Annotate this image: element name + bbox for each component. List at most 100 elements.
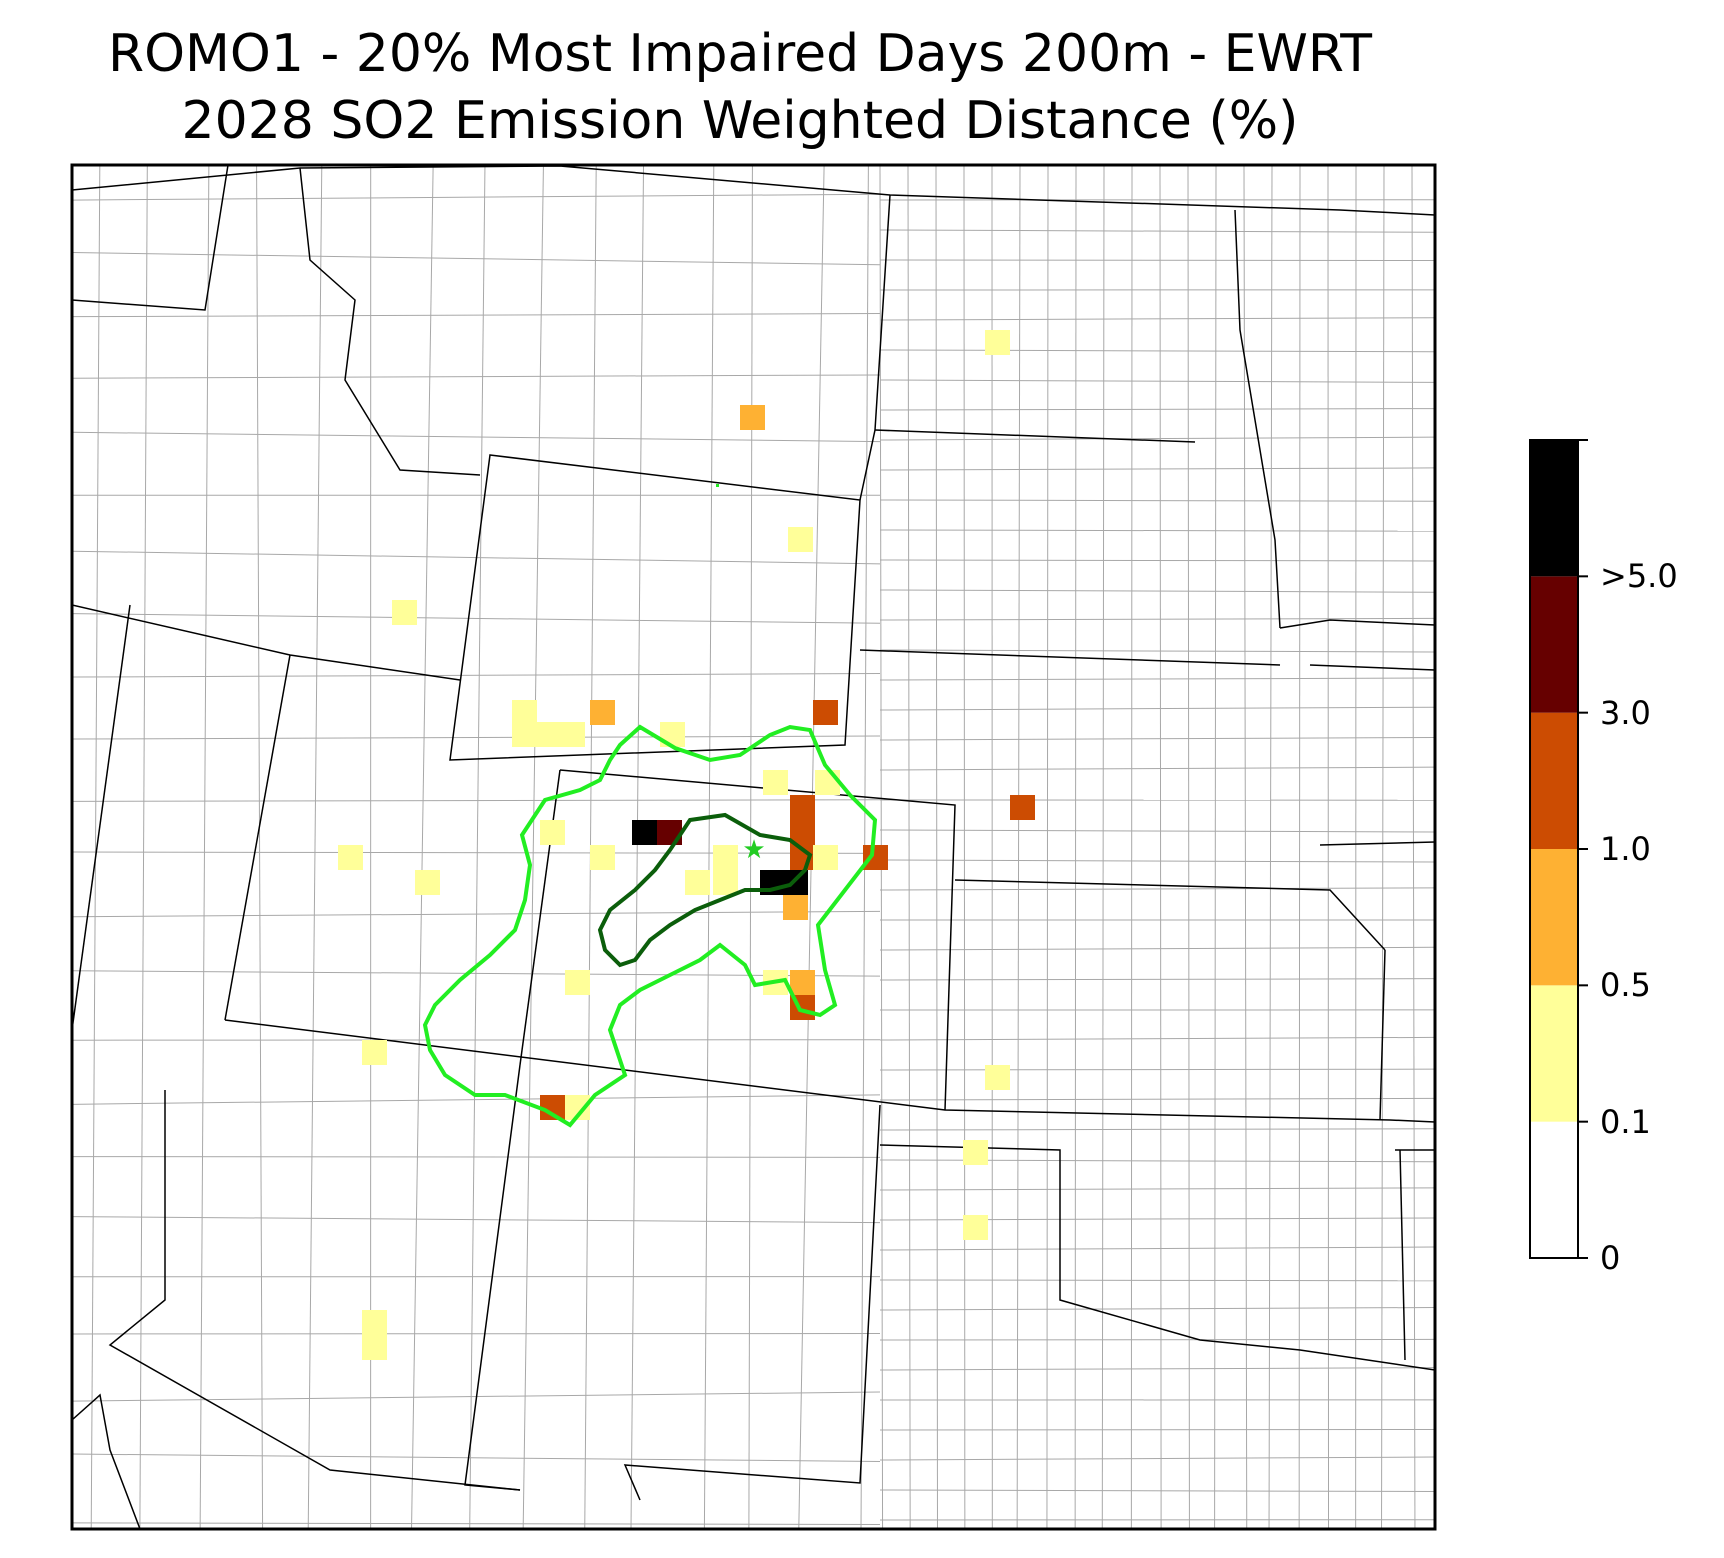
map-title-line-1: ROMO1 - 20% Most Impaired Days 200m - EW… [107,24,1373,84]
county-line [1411,165,1416,1529]
county-line [1130,165,1133,1529]
county-line [72,851,881,854]
emission-cell [512,700,537,725]
county-line [469,165,486,1529]
county-line [703,165,715,1529]
county-boundaries [72,165,1435,1529]
colorbar-tick-label: 0.5 [1600,966,1651,1005]
emission-cell [338,845,363,870]
county-line [907,165,911,1529]
colorbar-bin [1530,576,1578,713]
county-line [72,799,881,802]
county-line [1214,165,1217,1529]
county-line [879,529,1435,532]
county-line [879,1428,1435,1431]
emission-cell [540,820,565,845]
emission-cell [657,820,682,845]
county-line [879,1068,1435,1071]
county-line [879,229,1435,233]
colorbar-bin [1530,440,1578,577]
colorbar-tick-label: 0.1 [1600,1102,1651,1141]
county-line [256,165,264,1529]
county-line [72,1156,881,1158]
emission-cell [537,722,562,747]
county-line [630,165,645,1529]
county-line [879,467,1435,471]
county-line [72,970,881,977]
county-line [72,673,881,678]
county-line [72,735,881,740]
county-line [879,1279,1435,1282]
county-line [879,436,1435,441]
county-line [139,165,148,1529]
emission-cell [560,722,585,747]
outer-contour-line [422,724,878,1128]
county-line [1074,165,1077,1529]
emission-cell [790,795,815,820]
county-line [748,165,753,1529]
emission-cell [763,770,788,795]
county-line [1327,165,1330,1529]
county-line [1101,165,1105,1529]
colorbar-tick-label: 1.0 [1600,830,1651,868]
emission-cell [685,870,710,895]
colorbar-tick-label: >5.0 [1600,557,1678,596]
county-line [879,1036,1435,1041]
emission-cells [338,330,1035,1360]
emission-cell [985,330,1010,355]
colorbar-bin [1530,1121,1578,1258]
emission-cell [783,895,808,920]
county-line [879,1128,1435,1131]
county-line [72,1216,881,1224]
county-line [879,1338,1435,1341]
emission-cell [963,1140,988,1165]
county-line [879,408,1435,411]
map-title-line-2: 2028 SO2 Emission Weighted Distance (%) [181,91,1299,151]
emission-cell [632,820,657,845]
county-line [1298,165,1301,1529]
map-area: ★ [72,165,1435,1529]
county-line [72,252,881,266]
county-line [72,312,881,318]
emission-cell [362,1040,387,1065]
county-line [411,165,434,1529]
county-line [879,1307,1435,1311]
colorbar-tick-label: 3.0 [1600,693,1651,732]
emission-cell [415,870,440,895]
county-line [72,613,881,624]
green-dot-marker [716,484,719,487]
county-line [72,1094,881,1105]
county-line [935,165,938,1529]
county-line [879,978,1435,981]
emission-cell [813,845,838,870]
county-line [1016,165,1021,1529]
colorbar [1529,439,1588,1259]
emission-cell [985,1065,1010,1090]
county-line [879,677,1435,681]
county-line [879,1097,1435,1101]
county-line [963,165,966,1529]
state-boundaries [72,165,1435,1529]
county-line [879,887,1435,891]
emission-cell [1010,795,1035,820]
county-line [879,589,1435,593]
county-line [1268,165,1273,1529]
county-line [879,859,1435,863]
emission-cell [815,770,840,795]
inner-contour-line [597,812,813,968]
emission-cell [740,405,765,430]
county-line [879,317,1435,321]
county-line [199,165,210,1529]
county-line [879,259,1435,262]
county-line [879,1367,1435,1371]
county-line [72,431,881,443]
emission-cell [790,970,815,995]
emission-cell [512,722,537,747]
county-line [1159,165,1162,1529]
county-line [72,1039,881,1041]
county-line [879,379,1435,383]
county-line [879,1187,1435,1191]
county-line [879,946,1435,951]
county-line [879,766,1435,771]
